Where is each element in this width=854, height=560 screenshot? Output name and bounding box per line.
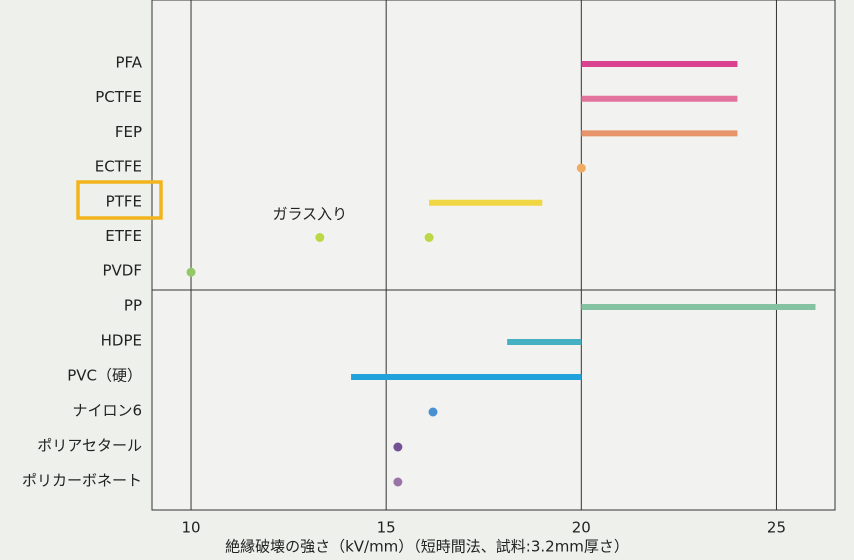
category-label: PP [124,297,142,315]
annotation: ガラス入り [272,205,347,223]
category-label: PVDF [103,262,143,280]
category-label: PFA [115,54,142,72]
category-label: FEP [115,123,142,141]
plot-area [151,0,836,511]
point [393,442,403,452]
category-label: ポリカーボネート [22,472,142,490]
x-tick-label: 20 [572,519,591,537]
category-label: PVC（硬） [67,367,142,385]
category-label: ETFE [105,227,142,245]
highlight-box [76,180,163,220]
point [576,163,586,173]
category-label: HDPE [101,332,142,350]
point [393,477,403,487]
category-label: PTFE [106,192,142,210]
point [424,233,434,242]
x-tick-label: 15 [377,519,396,537]
category-label: ナイロン6 [72,402,142,420]
category-label: ECTFE [95,158,142,176]
x-axis-label: 絶縁破壊の強さ（kV/mm）（短時間法、試料:3.2mm厚さ） [225,538,629,556]
category-label: PCTFE [95,88,142,106]
point [315,233,325,242]
category-label: ポリアセタール [37,437,142,455]
point [186,267,196,277]
point [428,407,438,417]
x-tick-label: 10 [181,519,200,537]
x-tick-label: 25 [767,519,786,537]
